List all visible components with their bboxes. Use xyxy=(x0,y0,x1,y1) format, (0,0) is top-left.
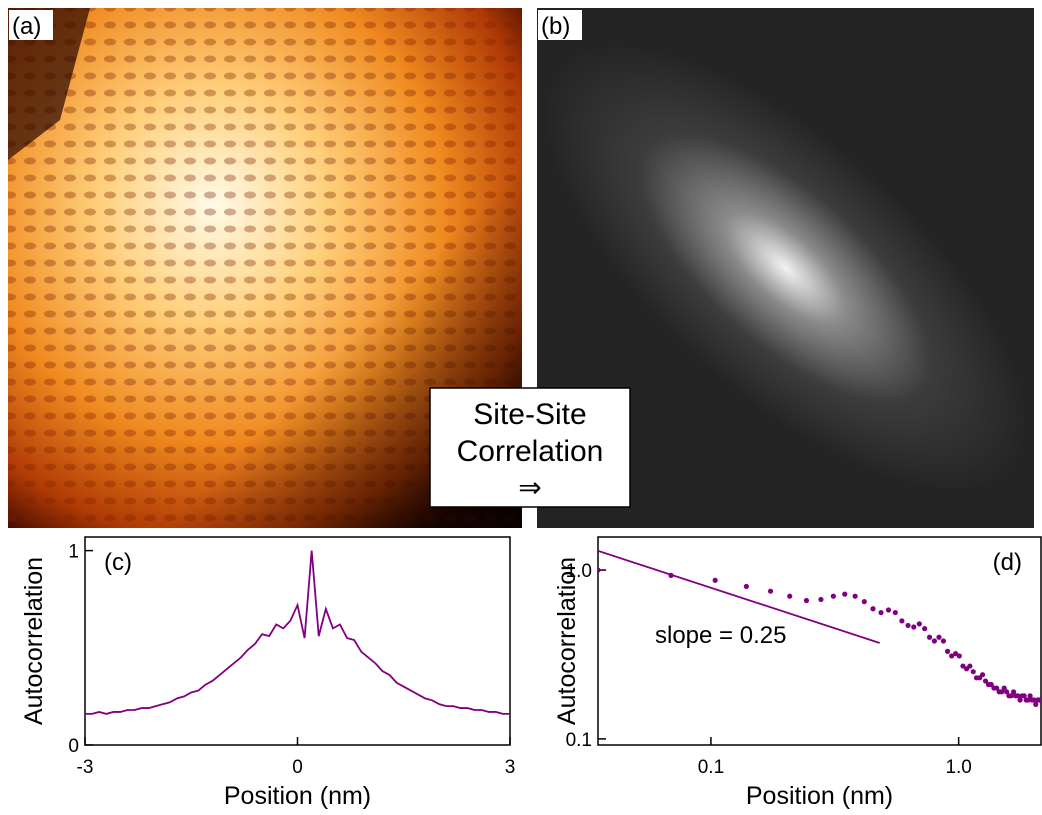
panel-label: (c) xyxy=(104,549,132,576)
data-point xyxy=(1021,693,1027,699)
panel-a-image xyxy=(8,8,522,528)
panel-label: (a) xyxy=(12,13,41,40)
plot-frame xyxy=(597,536,1042,746)
data-point xyxy=(861,599,867,605)
data-point xyxy=(994,685,1000,691)
data-point xyxy=(967,663,973,669)
y-tick-label: 0.1 xyxy=(566,730,592,751)
data-point xyxy=(936,634,942,640)
data-line xyxy=(85,550,510,715)
data-point xyxy=(870,606,876,612)
data-point xyxy=(1036,697,1041,703)
panel-label-box xyxy=(538,10,582,40)
data-point xyxy=(916,621,922,627)
data-point xyxy=(926,634,933,640)
annotation-line: Site-Site xyxy=(473,398,586,431)
data-line xyxy=(598,549,880,644)
data-point xyxy=(911,624,917,630)
data-point xyxy=(1033,701,1039,708)
annotation-line: Correlation xyxy=(457,435,604,468)
y-tick-label: 1 xyxy=(68,542,79,563)
data-point xyxy=(940,638,947,644)
plot-area xyxy=(598,549,1041,708)
x-axis-title: Position (nm) xyxy=(746,782,893,810)
data-point xyxy=(979,672,986,678)
data-point xyxy=(842,591,848,597)
plot-area xyxy=(85,550,510,715)
data-point xyxy=(999,689,1005,695)
panel-label-box xyxy=(9,10,53,40)
x-tick-label: 1.0 xyxy=(945,757,971,778)
data-point xyxy=(982,678,989,684)
x-axis-title: Position (nm) xyxy=(224,782,371,810)
x-tick-label: 3 xyxy=(505,757,516,778)
data-point xyxy=(1025,697,1031,703)
data-point xyxy=(787,593,793,599)
data-point xyxy=(1031,697,1037,703)
data-point xyxy=(1008,693,1014,699)
data-point xyxy=(712,577,718,583)
data-point xyxy=(970,669,976,675)
data-point xyxy=(852,593,858,599)
annotation-box xyxy=(429,387,631,508)
x-tick-label: 0.1 xyxy=(698,757,724,778)
data-point xyxy=(767,588,774,594)
data-point xyxy=(598,567,601,573)
y-tick-label: 0 xyxy=(68,736,79,757)
data-point xyxy=(1027,693,1033,699)
data-point xyxy=(960,663,966,669)
x-tick-label: -3 xyxy=(77,757,94,778)
data-point xyxy=(949,653,955,659)
data-point xyxy=(1017,697,1023,703)
data-point xyxy=(899,618,905,624)
data-point xyxy=(803,597,810,604)
x-tick-label: 0 xyxy=(292,757,303,778)
y-axis-title: Autocorrelation xyxy=(20,557,48,725)
plot-frame xyxy=(84,536,511,746)
data-point xyxy=(1015,693,1021,699)
data-point xyxy=(830,593,836,599)
data-point xyxy=(743,583,749,590)
data-point xyxy=(885,607,892,613)
data-point xyxy=(944,648,951,654)
data-point xyxy=(1010,689,1017,695)
data-point xyxy=(988,681,994,688)
annotation: slope = 0.25 xyxy=(655,622,786,649)
data-point xyxy=(922,626,928,632)
data-point xyxy=(1001,685,1007,691)
panel-label: (d) xyxy=(993,549,1022,576)
data-point xyxy=(956,653,962,659)
panel-label: (b) xyxy=(541,13,570,40)
data-point xyxy=(905,622,911,629)
y-axis-title: Autocorrelation xyxy=(553,557,581,725)
data-point xyxy=(1004,689,1010,695)
data-point xyxy=(952,651,959,657)
data-point xyxy=(931,638,937,644)
data-point xyxy=(878,609,884,616)
annotation-arrow: ⇒ xyxy=(518,472,541,503)
y-tick-label: 1.0 xyxy=(566,561,592,582)
data-point xyxy=(892,609,898,616)
data-point xyxy=(818,596,824,603)
